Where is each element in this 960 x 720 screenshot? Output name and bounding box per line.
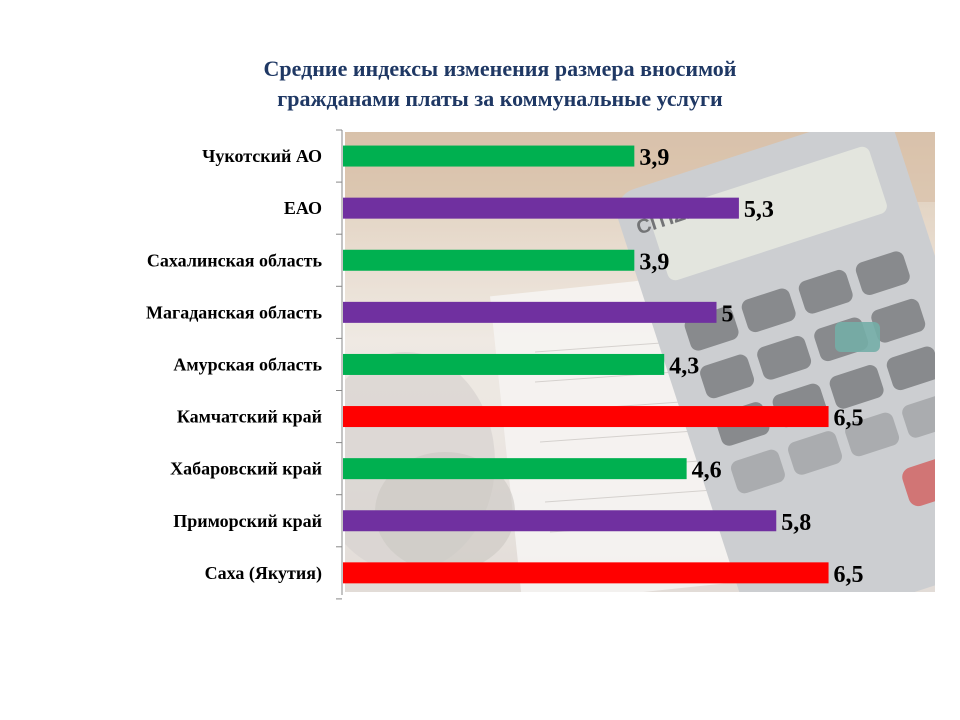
bar [343,197,739,219]
category-label: Чукотский АО [202,146,322,166]
data-label: 4,3 [669,353,699,379]
data-label: 5 [722,301,734,327]
category-label: Магаданская область [146,302,322,322]
category-label: Амурская область [173,354,322,374]
bar [343,510,777,532]
bar [343,458,687,480]
bar [343,249,635,271]
bar [343,353,665,375]
category-label: ЕАО [284,198,322,218]
bar [343,562,829,584]
data-label: 5,3 [744,197,774,223]
category-label: Приморский край [173,511,322,531]
bar [343,301,717,323]
chart-title: Средние индексы изменения размера вносим… [150,54,850,114]
category-label: Сахалинская область [147,250,323,270]
bar [343,145,635,167]
chart-title-line-1: Средние индексы изменения размера вносим… [263,56,737,81]
data-label: 4,6 [692,458,722,484]
chart-title-line-2: гражданами платы за коммунальные услуги [277,86,723,111]
category-label: Хабаровский край [170,459,322,479]
data-label: 3,9 [639,145,669,171]
bar [343,406,829,428]
data-label: 6,5 [834,406,864,432]
data-label: 6,5 [834,562,864,588]
data-label: 3,9 [639,249,669,275]
category-label: Саха (Якутия) [205,563,322,584]
data-label: 5,8 [781,510,811,536]
category-label: Камчатский край [177,407,322,427]
